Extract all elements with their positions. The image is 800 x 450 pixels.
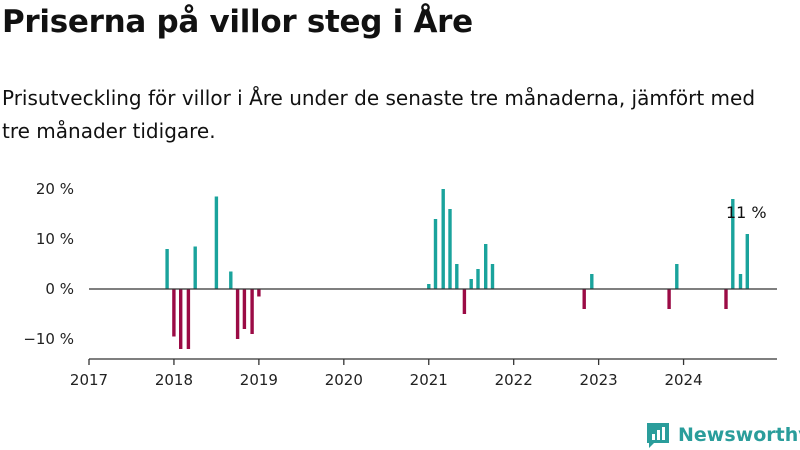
bar (448, 209, 452, 289)
bar (214, 196, 219, 289)
bar (250, 289, 254, 334)
x-tick-label: 2019 (240, 371, 278, 389)
x-tick-label: 2020 (325, 371, 363, 389)
bar (745, 234, 749, 289)
bar (462, 289, 467, 314)
axes (88, 288, 777, 365)
y-tick-label: −10 % (23, 330, 74, 348)
bar (590, 274, 594, 289)
newsworthy-icon (647, 423, 669, 448)
y-gridlines (89, 188, 777, 340)
brand-name: Newsworthy (678, 424, 800, 446)
bar (455, 264, 459, 289)
bar (193, 246, 197, 289)
latest-value-label: 11 % (726, 203, 767, 222)
bar (582, 289, 586, 309)
bar (675, 264, 679, 289)
bar (441, 189, 445, 289)
bar (484, 244, 488, 289)
bar (235, 289, 240, 339)
y-tick-label: 20 % (36, 180, 74, 198)
bar (476, 269, 480, 289)
bar (172, 289, 176, 337)
bar (165, 249, 169, 289)
bar (427, 284, 431, 289)
x-tick-label: 2021 (410, 371, 448, 389)
bar (738, 274, 743, 289)
newsworthy-logo[interactable]: Newsworthy (645, 421, 800, 449)
bar (731, 199, 735, 289)
bar (490, 264, 495, 289)
bar (724, 289, 728, 309)
bar (242, 289, 247, 329)
x-tick-label: 2017 (70, 371, 108, 389)
x-tick-label: 2022 (495, 371, 533, 389)
tick-labels: 20 % 10 % 0 % −10 % 2017 2018 2019 2020 2021 2022… (23, 180, 702, 389)
chart-title: Priserna på villor steg i Åre (2, 4, 473, 40)
bar (186, 289, 191, 349)
y-tick-label: 10 % (36, 230, 74, 248)
bar (229, 271, 233, 289)
bar (433, 219, 438, 289)
x-tick-label: 2023 (580, 371, 618, 389)
chart-subtitle: Prisutveckling för villor i Åre under de… (2, 86, 756, 143)
x-tick-label: 2018 (155, 371, 193, 389)
x-tick-label: 2024 (664, 371, 702, 389)
bars (165, 189, 749, 349)
bar (667, 289, 671, 309)
bar (179, 289, 183, 349)
bar (257, 289, 261, 297)
y-tick-label: 0 % (45, 280, 74, 298)
bar (469, 279, 473, 289)
